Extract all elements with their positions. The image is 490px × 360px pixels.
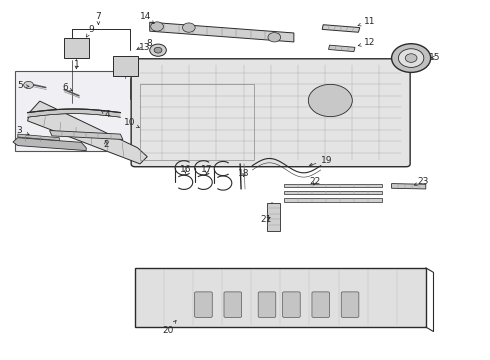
Polygon shape: [322, 25, 360, 32]
Text: 14: 14: [140, 12, 154, 24]
Text: 7: 7: [96, 12, 101, 24]
FancyBboxPatch shape: [131, 59, 410, 167]
Text: 3: 3: [16, 126, 29, 135]
Circle shape: [268, 33, 281, 42]
Text: 23: 23: [414, 177, 429, 186]
Text: 9: 9: [87, 25, 94, 37]
Text: 11: 11: [358, 17, 375, 26]
FancyBboxPatch shape: [341, 292, 359, 318]
Circle shape: [308, 84, 352, 117]
Polygon shape: [329, 45, 355, 51]
Text: 6: 6: [62, 83, 73, 92]
Polygon shape: [284, 191, 382, 194]
Circle shape: [392, 44, 431, 72]
Circle shape: [405, 54, 417, 62]
Circle shape: [398, 49, 424, 67]
Polygon shape: [13, 138, 86, 150]
Text: 8: 8: [137, 39, 152, 50]
Polygon shape: [392, 184, 426, 189]
Text: 5: 5: [17, 81, 29, 90]
Bar: [15, 71, 135, 151]
Text: 16: 16: [180, 166, 191, 175]
Circle shape: [182, 23, 195, 32]
Text: 19: 19: [310, 156, 333, 166]
Bar: [268, 203, 280, 231]
Circle shape: [151, 22, 163, 31]
Circle shape: [154, 47, 162, 53]
Polygon shape: [284, 184, 382, 187]
FancyBboxPatch shape: [312, 292, 330, 318]
Text: 21: 21: [260, 215, 271, 224]
FancyBboxPatch shape: [258, 292, 276, 318]
Text: 12: 12: [358, 38, 375, 47]
Polygon shape: [150, 22, 294, 42]
Polygon shape: [284, 198, 382, 202]
Text: 18: 18: [238, 169, 250, 178]
Text: 20: 20: [162, 320, 176, 335]
Text: 15: 15: [429, 53, 441, 62]
Circle shape: [150, 44, 166, 56]
Text: 22: 22: [310, 176, 321, 185]
Polygon shape: [18, 134, 59, 140]
FancyBboxPatch shape: [283, 292, 300, 318]
Circle shape: [24, 81, 33, 89]
Bar: [140, 84, 254, 160]
Bar: [135, 268, 426, 327]
Polygon shape: [27, 101, 147, 164]
Text: 4: 4: [101, 110, 110, 119]
Text: 10: 10: [124, 118, 139, 128]
Bar: [64, 39, 89, 58]
FancyBboxPatch shape: [224, 292, 242, 318]
FancyBboxPatch shape: [195, 292, 212, 318]
Text: 13: 13: [139, 43, 157, 52]
Text: 1: 1: [74, 60, 79, 69]
Bar: [113, 56, 138, 76]
Text: 2: 2: [103, 140, 109, 149]
Polygon shape: [27, 109, 121, 117]
Polygon shape: [49, 131, 123, 139]
Text: 17: 17: [201, 166, 213, 175]
